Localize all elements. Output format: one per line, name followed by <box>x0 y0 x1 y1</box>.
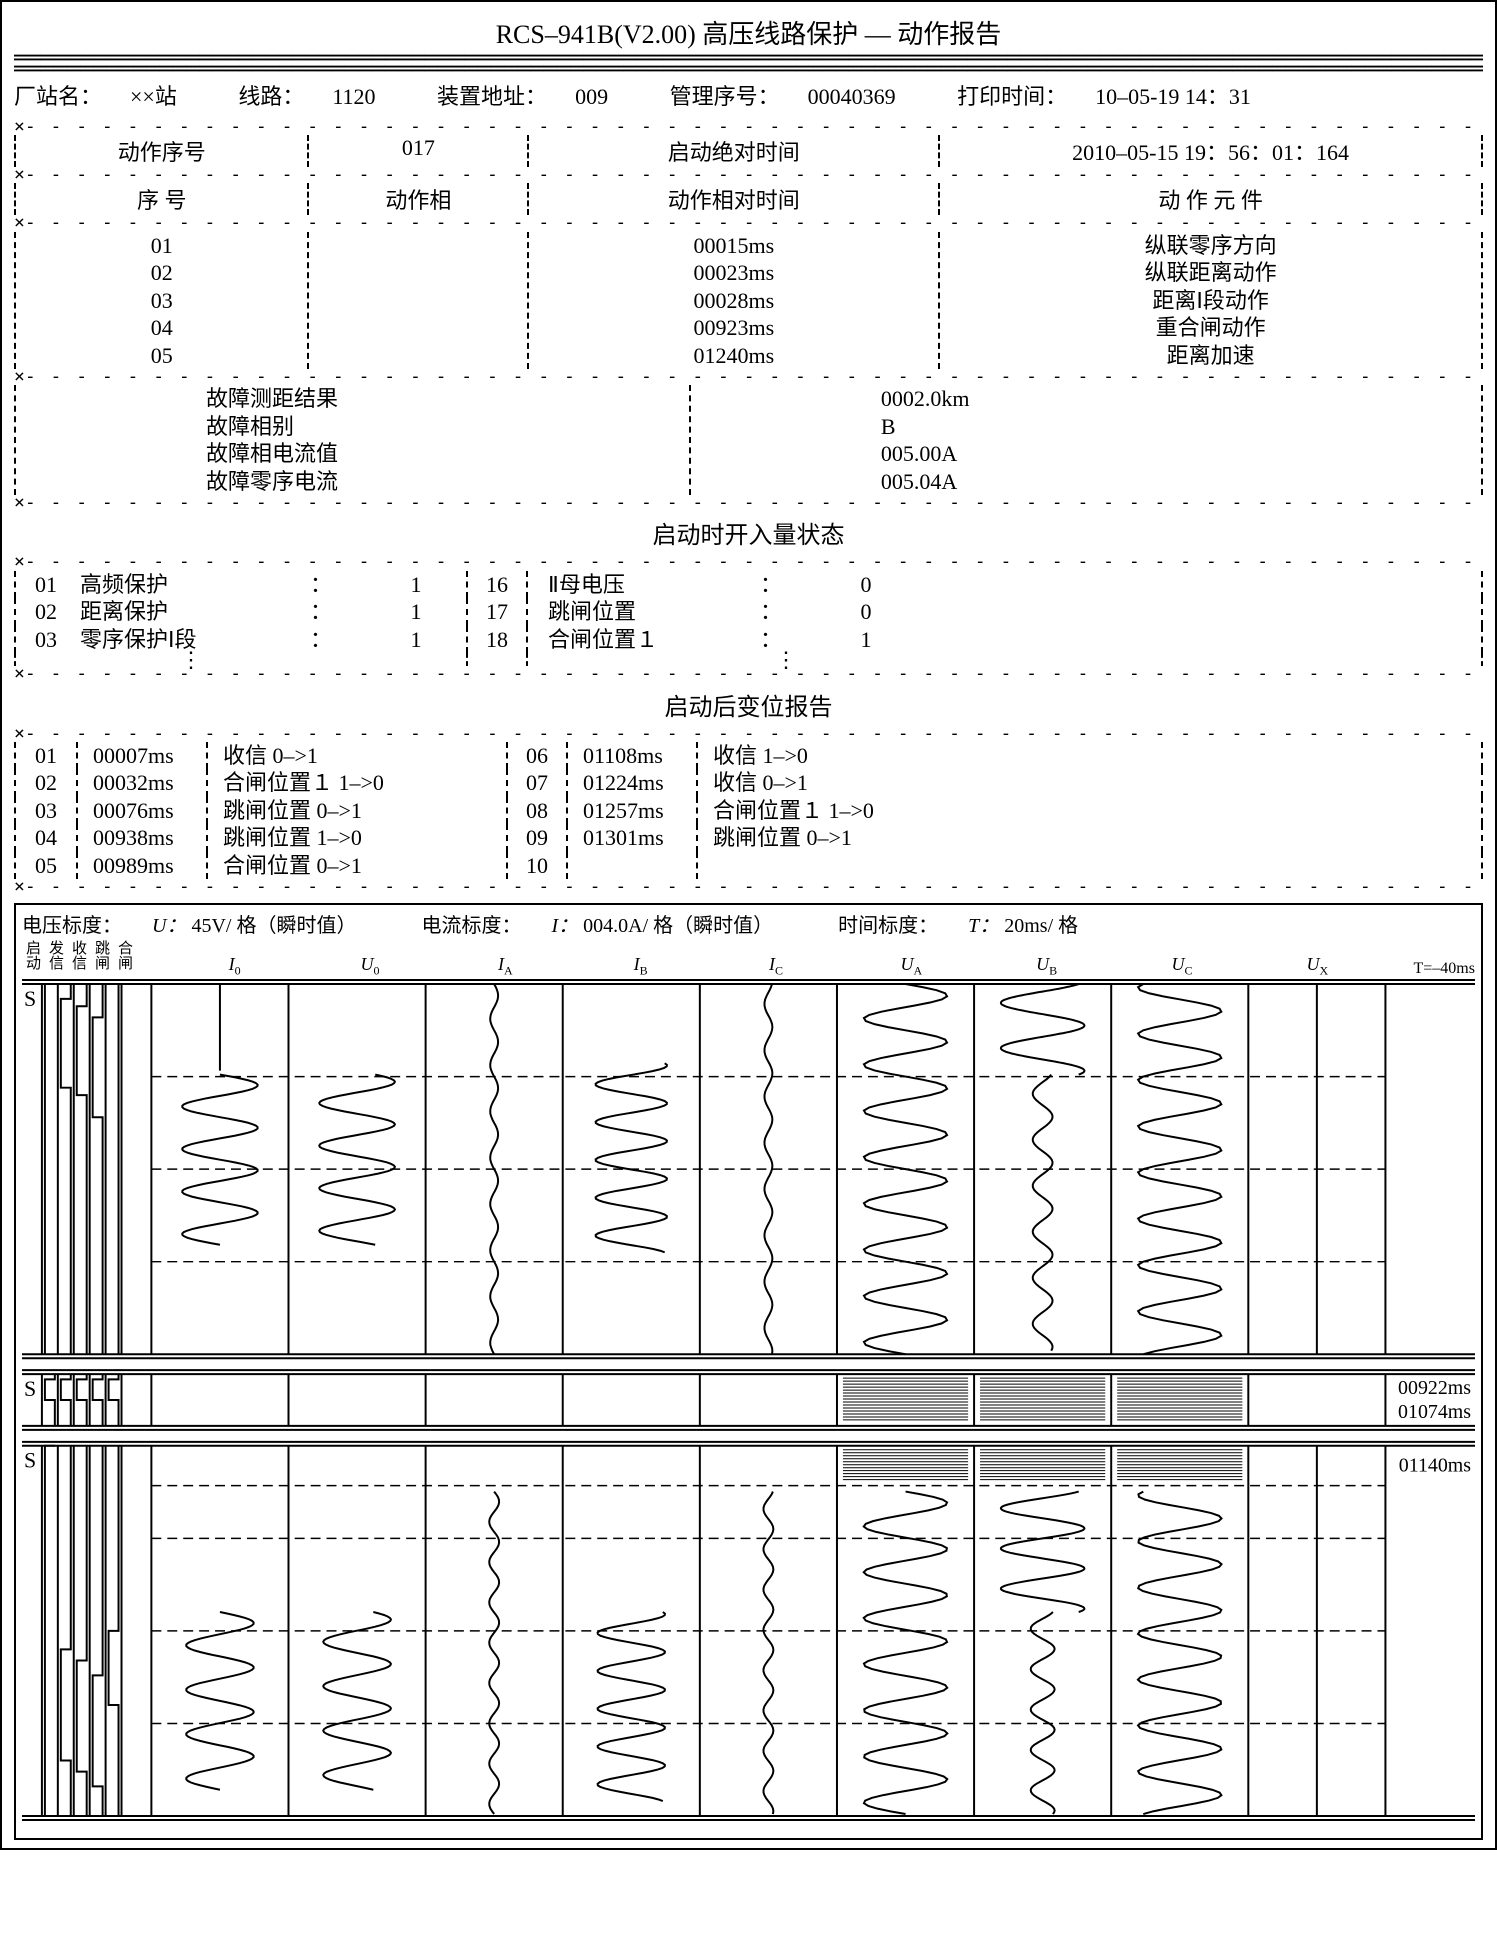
header-info: 厂站名：××站 线路：1120 装置地址：009 管理序号：00040369 打… <box>14 79 1483 111</box>
svg-text:01140ms: 01140ms <box>1399 1455 1471 1477</box>
chg-table: 01 00007ms 收信 0–>1 06 01108ms 收信 1–>0 02… <box>14 742 1483 880</box>
waveform-svg: S S 00922ms01074ms S 01140ms <box>22 978 1475 1832</box>
divider-top: ════════════════════════════════════════… <box>14 53 1483 64</box>
chg-section-title: 启动后变位报告 <box>14 687 1483 722</box>
dash: ×- - - - - - - - - - - - - - - - - - - -… <box>14 726 1483 742</box>
svg-text:S: S <box>24 986 36 1011</box>
dash: ×- - - - - - - - - - - - - - - - - - - -… <box>14 215 1483 231</box>
dash: ×- - - - - - - - - - - - - - - - - - - -… <box>14 666 1483 682</box>
di-section-title: 启动时开入量状态 <box>14 515 1483 550</box>
dash: ×- - - - - - - - - - - - - - - - - - - -… <box>14 879 1483 895</box>
divider-top2: ════════════════════════════════════════… <box>14 64 1483 75</box>
action-header-table: 动作序号 017 启动绝对时间 2010–05-15 19：56：01：164 <box>14 135 1483 167</box>
svg-text:00922ms: 00922ms <box>1398 1377 1471 1399</box>
action-col-headers: 序 号 动作相 动作相对时间 动 作 元 件 <box>14 183 1483 215</box>
channel-labels: 启动 发信 收信 跳闸 合闸 I0 U0 IA IB IC UA UB UC U… <box>22 938 1475 978</box>
svg-text:01074ms: 01074ms <box>1398 1401 1471 1423</box>
svg-text:S: S <box>24 1376 36 1401</box>
action-rows: 0102030405 00015ms00023ms00028ms00923ms0… <box>14 232 1483 370</box>
dash: ×- - - - - - - - - - - - - - - - - - - -… <box>14 369 1483 385</box>
fault-info: 故障测距结果故障相别故障相电流值故障零序电流 0002.0kmB005.00A0… <box>14 385 1483 495</box>
di-table: 01 高频保护 ： 1 16 Ⅱ母电压 ： 0 02 距离保护 ： 1 17 跳… <box>14 571 1483 667</box>
dash: ×- - - - - - - - - - - - - - - - - - - -… <box>14 167 1483 183</box>
wave-scales: 电压标度：U： 45V/ 格（瞬时值） 电流标度：I： 004.0A/ 格（瞬时… <box>22 909 1475 938</box>
wave-section: 电压标度：U： 45V/ 格（瞬时值） 电流标度：I： 004.0A/ 格（瞬时… <box>14 903 1483 1840</box>
dash: ×- - - - - - - - - - - - - - - - - - - -… <box>14 495 1483 511</box>
svg-text:S: S <box>24 1448 36 1473</box>
report-title: RCS–941B(V2.00) 高压线路保护 — 动作报告 <box>14 14 1483 51</box>
dash: ×- - - - - - - - - - - - - - - - - - - -… <box>14 119 1483 135</box>
dash: ×- - - - - - - - - - - - - - - - - - - -… <box>14 554 1483 570</box>
